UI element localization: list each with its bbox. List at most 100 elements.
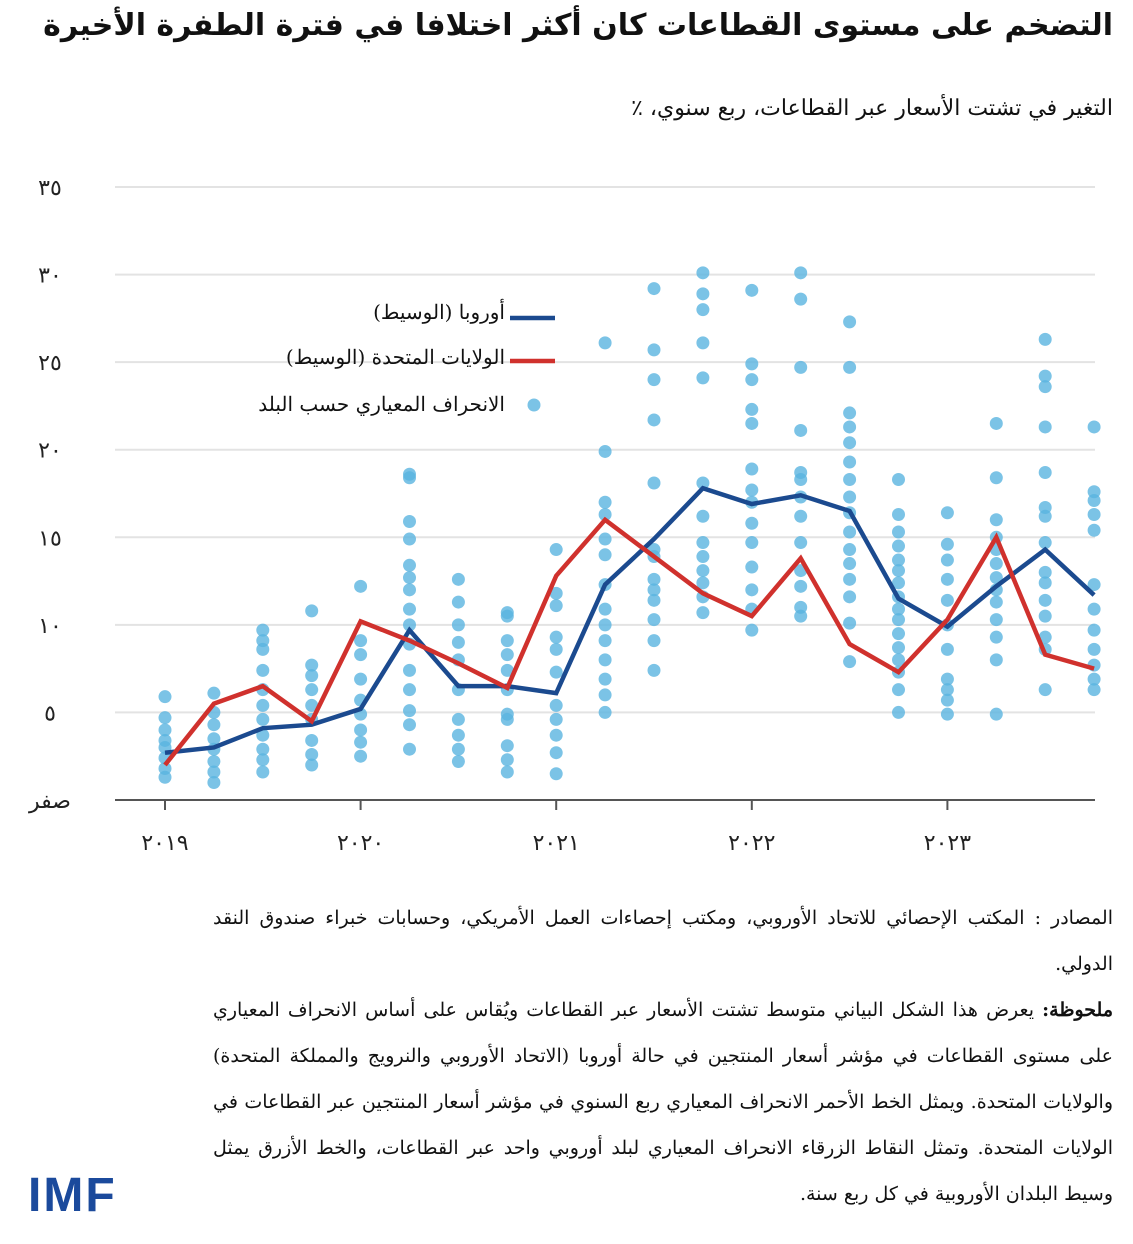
legend-item-us: الولايات المتحدة (الوسيط) [200, 345, 505, 369]
scatter-point [843, 616, 857, 630]
scatter-point [1087, 523, 1101, 537]
scatter-point [989, 630, 1003, 644]
scatter-point [843, 525, 857, 539]
scatter-point [940, 572, 954, 586]
scatter-point [696, 550, 710, 564]
scatter-point [745, 402, 759, 416]
scatter-point [207, 732, 221, 746]
scatter-point [745, 483, 759, 497]
scatter-point [1038, 420, 1052, 434]
scatter-point [403, 618, 416, 632]
scatter-point [696, 371, 710, 385]
scatter-point [354, 749, 368, 763]
chart-plot: صفر ٥ ١٠ ١٥ ٢٠ ٢٥ ٣٠ ٣٥ ٢٠١٩ ٢٠٢٠ ٢٠٢١ ٢٠٢٢ ٢٠٢٣ [28, 176, 1101, 856]
scatter-point [696, 536, 710, 550]
scatter-point [1038, 609, 1052, 623]
scatter-point [647, 593, 661, 607]
scatter-point [256, 698, 270, 712]
scatter-point [843, 590, 857, 604]
scatter-point [451, 595, 465, 609]
scatter-point [989, 416, 1003, 430]
scatter-point [403, 683, 416, 697]
scatter-point [794, 609, 808, 623]
scatter-point [451, 742, 465, 756]
scatter-point [843, 655, 857, 669]
scatter-point [892, 508, 905, 522]
scatter-point [843, 406, 857, 420]
scatter-point [403, 602, 416, 616]
scatter-point [892, 602, 905, 616]
chart-title: التضخم على مستوى القطاعات كان أكثر اختلا… [43, 8, 1113, 43]
scatter-point [305, 604, 319, 618]
scatter-point [305, 669, 319, 683]
scatter-point [256, 712, 270, 726]
scatter-point [892, 641, 905, 655]
note-label: ملحوظة: [1042, 999, 1113, 1021]
scatter-point [403, 583, 416, 597]
x-tick-label: ٢٠٢١ [533, 831, 580, 856]
y-tick-label: ٢٥ [38, 351, 62, 376]
scatter-point [500, 609, 514, 623]
scatter-point [940, 593, 954, 607]
scatter-point [647, 373, 661, 387]
scatter-point [794, 423, 808, 437]
scatter-point [843, 455, 857, 469]
scatter-point [843, 315, 857, 329]
scatter-point [745, 283, 759, 297]
scatter-point [1038, 332, 1052, 346]
scatter-point [549, 728, 563, 742]
scatter-point [647, 663, 661, 677]
scatter-point [940, 672, 954, 686]
scatter-point [1038, 369, 1052, 383]
scatter-point [745, 416, 759, 430]
scatter-point [989, 653, 1003, 667]
scatter-point [549, 543, 563, 557]
scatter-point [892, 576, 905, 590]
scatter-point [256, 753, 270, 767]
scatter-point [500, 648, 514, 662]
scatter-point [794, 266, 808, 280]
scatter-point [256, 765, 270, 779]
series-line [164, 485, 1096, 755]
scatter-point [403, 558, 416, 572]
scatter-point [843, 557, 857, 571]
scatter-point [696, 476, 710, 490]
scatter-point [1087, 578, 1101, 592]
scatter-point [598, 705, 612, 719]
scatter-point [647, 476, 661, 490]
scatter-point [305, 683, 319, 697]
y-tick-label: صفر [28, 789, 71, 814]
scatter-point [647, 634, 661, 648]
scatter-point [696, 564, 710, 578]
scatter-point [1038, 509, 1052, 523]
scatter-point [549, 630, 563, 644]
scatter-point [989, 571, 1003, 585]
scatter-point [1038, 380, 1052, 394]
scatter-point [354, 634, 368, 648]
scatter-point [451, 618, 465, 632]
scatter-point [794, 579, 808, 593]
scatter-point [745, 357, 759, 371]
x-tick-label: ٢٠٢٢ [728, 831, 775, 856]
scatter-point [940, 683, 954, 697]
scatter-point [696, 509, 710, 523]
scatter-point [843, 490, 857, 504]
scatter-point [1087, 672, 1101, 686]
scatter-point [305, 733, 319, 747]
scatter-point [451, 728, 465, 742]
scatter-point [598, 532, 612, 546]
scatter-point [500, 634, 514, 648]
scatter-point [892, 627, 905, 641]
scatter-point [794, 509, 808, 523]
scatter-point [305, 747, 319, 761]
scatter-point [696, 336, 710, 350]
legend-label-europe: أوروبا (الوسيط) [373, 300, 505, 324]
legend-marker-dots [527, 398, 541, 412]
scatter-point [843, 420, 857, 434]
scatter-point [403, 571, 416, 585]
scatter-point [549, 698, 563, 712]
scatter-point [598, 634, 612, 648]
scatter-point [696, 303, 710, 317]
scatter-point [696, 287, 710, 301]
scatter-point [892, 472, 905, 486]
